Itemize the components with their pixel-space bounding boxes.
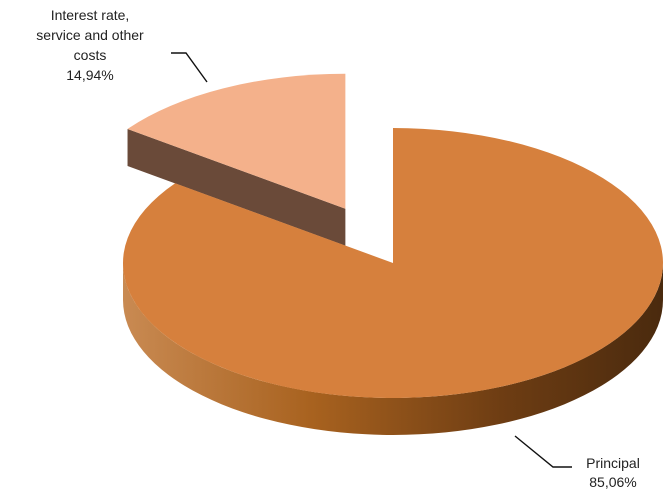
pie-slice-principal-side bbox=[123, 263, 663, 435]
leader-layer bbox=[171, 52, 572, 468]
slice-label-principal: Principal 85,06% bbox=[586, 455, 640, 490]
slice-label-principal-line: Principal bbox=[586, 455, 640, 471]
pie-slice-principal bbox=[122, 128, 664, 435]
pie-slice-principal-top bbox=[122, 128, 664, 398]
slice-label-principal-line: 85,06% bbox=[589, 474, 636, 490]
slice-label-interest-line: costs bbox=[74, 47, 107, 63]
slice-label-interest: Interest rate, service and other costs 14,9… bbox=[36, 7, 144, 83]
pie-slice-interest bbox=[127, 73, 346, 246]
slice-label-interest-line: 14,94% bbox=[66, 67, 113, 83]
leader-line-interest bbox=[171, 52, 208, 83]
slice-label-interest-line: service and other bbox=[36, 27, 144, 43]
slice-layer bbox=[122, 73, 664, 435]
slice-label-interest-line: Interest rate, bbox=[51, 7, 130, 23]
pie-slice-interest-side bbox=[127, 128, 346, 246]
label-layer: Principal 85,06% Interest rate, service and… bbox=[36, 7, 640, 490]
pie-slice-interest-top bbox=[127, 73, 346, 209]
leader-line-principal bbox=[514, 435, 572, 468]
